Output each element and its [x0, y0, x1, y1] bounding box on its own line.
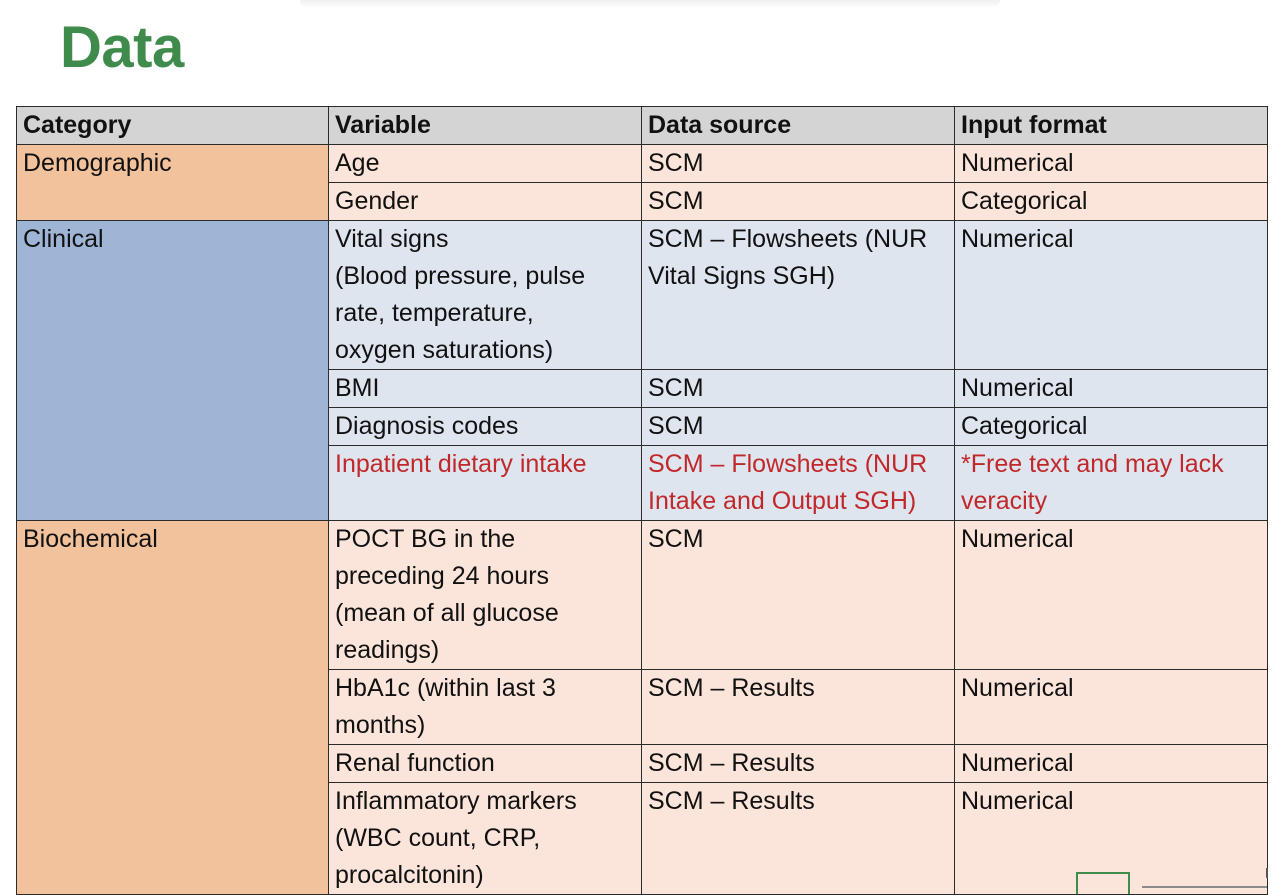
- table-row: Gender SCM Categorical: [17, 182, 1268, 221]
- variable-cell: Diagnosis codes: [328, 407, 642, 446]
- input-format-cell: *Free text and may lack veracity: [954, 445, 1268, 521]
- category-clinical: Clinical: [16, 220, 329, 521]
- footer-divider: [1142, 886, 1267, 888]
- table-row: BMI SCM Numerical: [17, 369, 1268, 408]
- table-row: Inpatient dietary intake SCM – Flowsheet…: [17, 445, 1268, 521]
- data-source-cell: SCM – Results: [641, 782, 955, 895]
- table-row: Diagnosis codes SCM Categorical: [17, 407, 1268, 446]
- data-source-cell: SCM: [641, 369, 955, 408]
- footer-divider-tick: [1266, 868, 1268, 878]
- input-format-cell: Numerical: [954, 144, 1268, 183]
- logo-icon: [1076, 872, 1130, 894]
- header-row: Category Variable Data source Input form…: [16, 106, 1268, 145]
- category-biochemical: Biochemical: [16, 520, 329, 895]
- header-data-source: Data source: [641, 106, 955, 145]
- input-format-cell: Numerical: [954, 220, 1268, 370]
- variable-cell: BMI: [328, 369, 642, 408]
- data-source-cell: SCM – Flowsheets (NUR Intake and Output …: [641, 445, 955, 521]
- table-row: HbA1c (within last 3 months) SCM – Resul…: [17, 669, 1268, 745]
- table-row: Demographic Age SCM Numerical: [16, 144, 1268, 221]
- variable-cell: HbA1c (within last 3 months): [328, 669, 642, 745]
- category-demographic: Demographic: [16, 144, 329, 221]
- data-source-cell: SCM – Results: [641, 744, 955, 783]
- variable-cell: Age: [328, 144, 642, 183]
- input-format-cell: Categorical: [954, 407, 1268, 446]
- table-row: Inflammatory markers (WBC count, CRP, pr…: [17, 782, 1268, 895]
- data-source-cell: SCM: [641, 520, 955, 670]
- variable-cell: Inpatient dietary intake: [328, 445, 642, 521]
- input-format-cell: Numerical: [954, 369, 1268, 408]
- input-format-cell: Categorical: [954, 182, 1268, 221]
- input-format-cell: Numerical: [954, 520, 1268, 670]
- variable-cell: POCT BG in the preceding 24 hours (mean …: [328, 520, 642, 670]
- header-category: Category: [16, 106, 329, 145]
- data-source-cell: SCM – Flowsheets (NUR Vital Signs SGH): [641, 220, 955, 370]
- input-format-cell: Numerical: [954, 782, 1268, 895]
- table-row: Biochemical POCT BG in the preceding 24 …: [16, 520, 1268, 895]
- variable-cell: Vital signs (Blood pressure, pulse rate,…: [328, 220, 642, 370]
- variable-cell: Renal function: [328, 744, 642, 783]
- input-format-cell: Numerical: [954, 669, 1268, 745]
- data-source-cell: SCM: [641, 407, 955, 446]
- header-variable: Variable: [328, 106, 642, 145]
- data-source-cell: SCM: [641, 144, 955, 183]
- slide-title: Data: [60, 15, 184, 80]
- data-source-cell: SCM: [641, 182, 955, 221]
- top-shadow: [300, 0, 1000, 8]
- data-table: Category Variable Data source Input form…: [16, 106, 1268, 895]
- header-input-format: Input format: [954, 106, 1268, 145]
- variable-cell: Gender: [328, 182, 642, 221]
- data-source-cell: SCM – Results: [641, 669, 955, 745]
- variable-cell: Inflammatory markers (WBC count, CRP, pr…: [328, 782, 642, 895]
- input-format-cell: Numerical: [954, 744, 1268, 783]
- table-row: Clinical Vital signs (Blood pressure, pu…: [16, 220, 1268, 521]
